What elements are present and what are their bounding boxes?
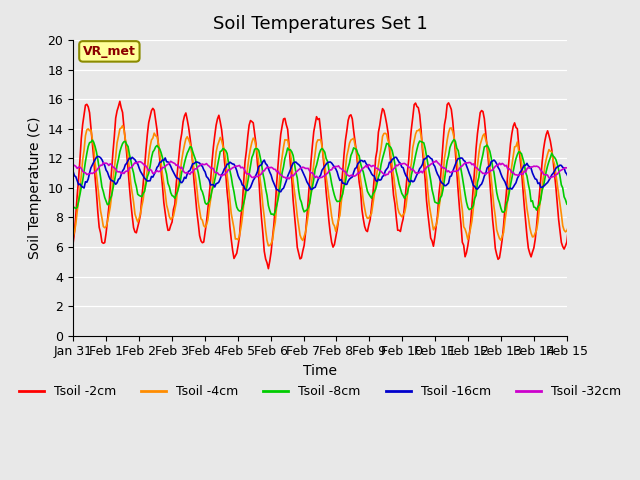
Tsoil -2cm: [264, 266, 272, 272]
Tsoil -32cm: [525, 165, 532, 170]
Tsoil -32cm: [340, 168, 348, 174]
Title: Soil Temperatures Set 1: Soil Temperatures Set 1: [212, 15, 428, 33]
Tsoil -2cm: [343, 128, 351, 134]
Tsoil -4cm: [595, 225, 602, 230]
Tsoil -32cm: [104, 161, 111, 167]
Tsoil -16cm: [424, 153, 432, 158]
Text: VR_met: VR_met: [83, 45, 136, 58]
Tsoil -16cm: [69, 168, 77, 174]
Tsoil -32cm: [69, 162, 77, 168]
Tsoil -32cm: [596, 165, 604, 171]
Tsoil -4cm: [69, 234, 77, 240]
Tsoil -8cm: [526, 188, 534, 193]
Tsoil -16cm: [104, 169, 111, 175]
Tsoil -8cm: [596, 201, 604, 207]
X-axis label: Time: Time: [303, 364, 337, 378]
Tsoil -16cm: [595, 166, 602, 172]
Tsoil -2cm: [596, 233, 604, 239]
Legend: Tsoil -2cm, Tsoil -4cm, Tsoil -8cm, Tsoil -16cm, Tsoil -32cm: Tsoil -2cm, Tsoil -4cm, Tsoil -8cm, Tsoi…: [14, 380, 626, 403]
Line: Tsoil -4cm: Tsoil -4cm: [73, 126, 600, 246]
Tsoil -2cm: [116, 98, 124, 104]
Tsoil -4cm: [343, 153, 351, 159]
Tsoil -8cm: [446, 144, 454, 150]
Tsoil -16cm: [447, 173, 455, 179]
Tsoil -4cm: [447, 125, 455, 131]
Tsoil -2cm: [526, 250, 534, 256]
Tsoil -32cm: [578, 176, 586, 182]
Tsoil -4cm: [264, 243, 272, 249]
Tsoil -8cm: [595, 196, 602, 202]
Tsoil -16cm: [526, 164, 534, 170]
Tsoil -32cm: [87, 170, 95, 176]
Tsoil -32cm: [595, 165, 602, 171]
Y-axis label: Soil Temperature (C): Soil Temperature (C): [28, 117, 42, 259]
Tsoil -8cm: [87, 139, 95, 145]
Tsoil -4cm: [87, 127, 95, 133]
Tsoil -16cm: [596, 170, 604, 176]
Tsoil -16cm: [87, 165, 95, 171]
Tsoil -4cm: [526, 224, 534, 230]
Line: Tsoil -2cm: Tsoil -2cm: [73, 101, 600, 269]
Line: Tsoil -8cm: Tsoil -8cm: [73, 140, 600, 215]
Tsoil -8cm: [342, 180, 349, 185]
Tsoil -16cm: [342, 181, 349, 187]
Tsoil -2cm: [104, 217, 111, 223]
Tsoil -2cm: [447, 107, 455, 112]
Tsoil -8cm: [270, 212, 278, 218]
Tsoil -4cm: [119, 123, 127, 129]
Line: Tsoil -32cm: Tsoil -32cm: [73, 161, 600, 179]
Tsoil -8cm: [104, 202, 111, 207]
Tsoil -2cm: [69, 240, 77, 246]
Tsoil -8cm: [69, 205, 77, 211]
Tsoil -4cm: [104, 219, 111, 225]
Tsoil -8cm: [450, 137, 458, 143]
Tsoil -16cm: [277, 189, 285, 194]
Tsoil -2cm: [87, 125, 95, 131]
Tsoil -32cm: [446, 169, 454, 175]
Line: Tsoil -16cm: Tsoil -16cm: [73, 156, 600, 192]
Tsoil -4cm: [596, 222, 604, 228]
Tsoil -32cm: [433, 158, 440, 164]
Tsoil -2cm: [595, 242, 602, 248]
